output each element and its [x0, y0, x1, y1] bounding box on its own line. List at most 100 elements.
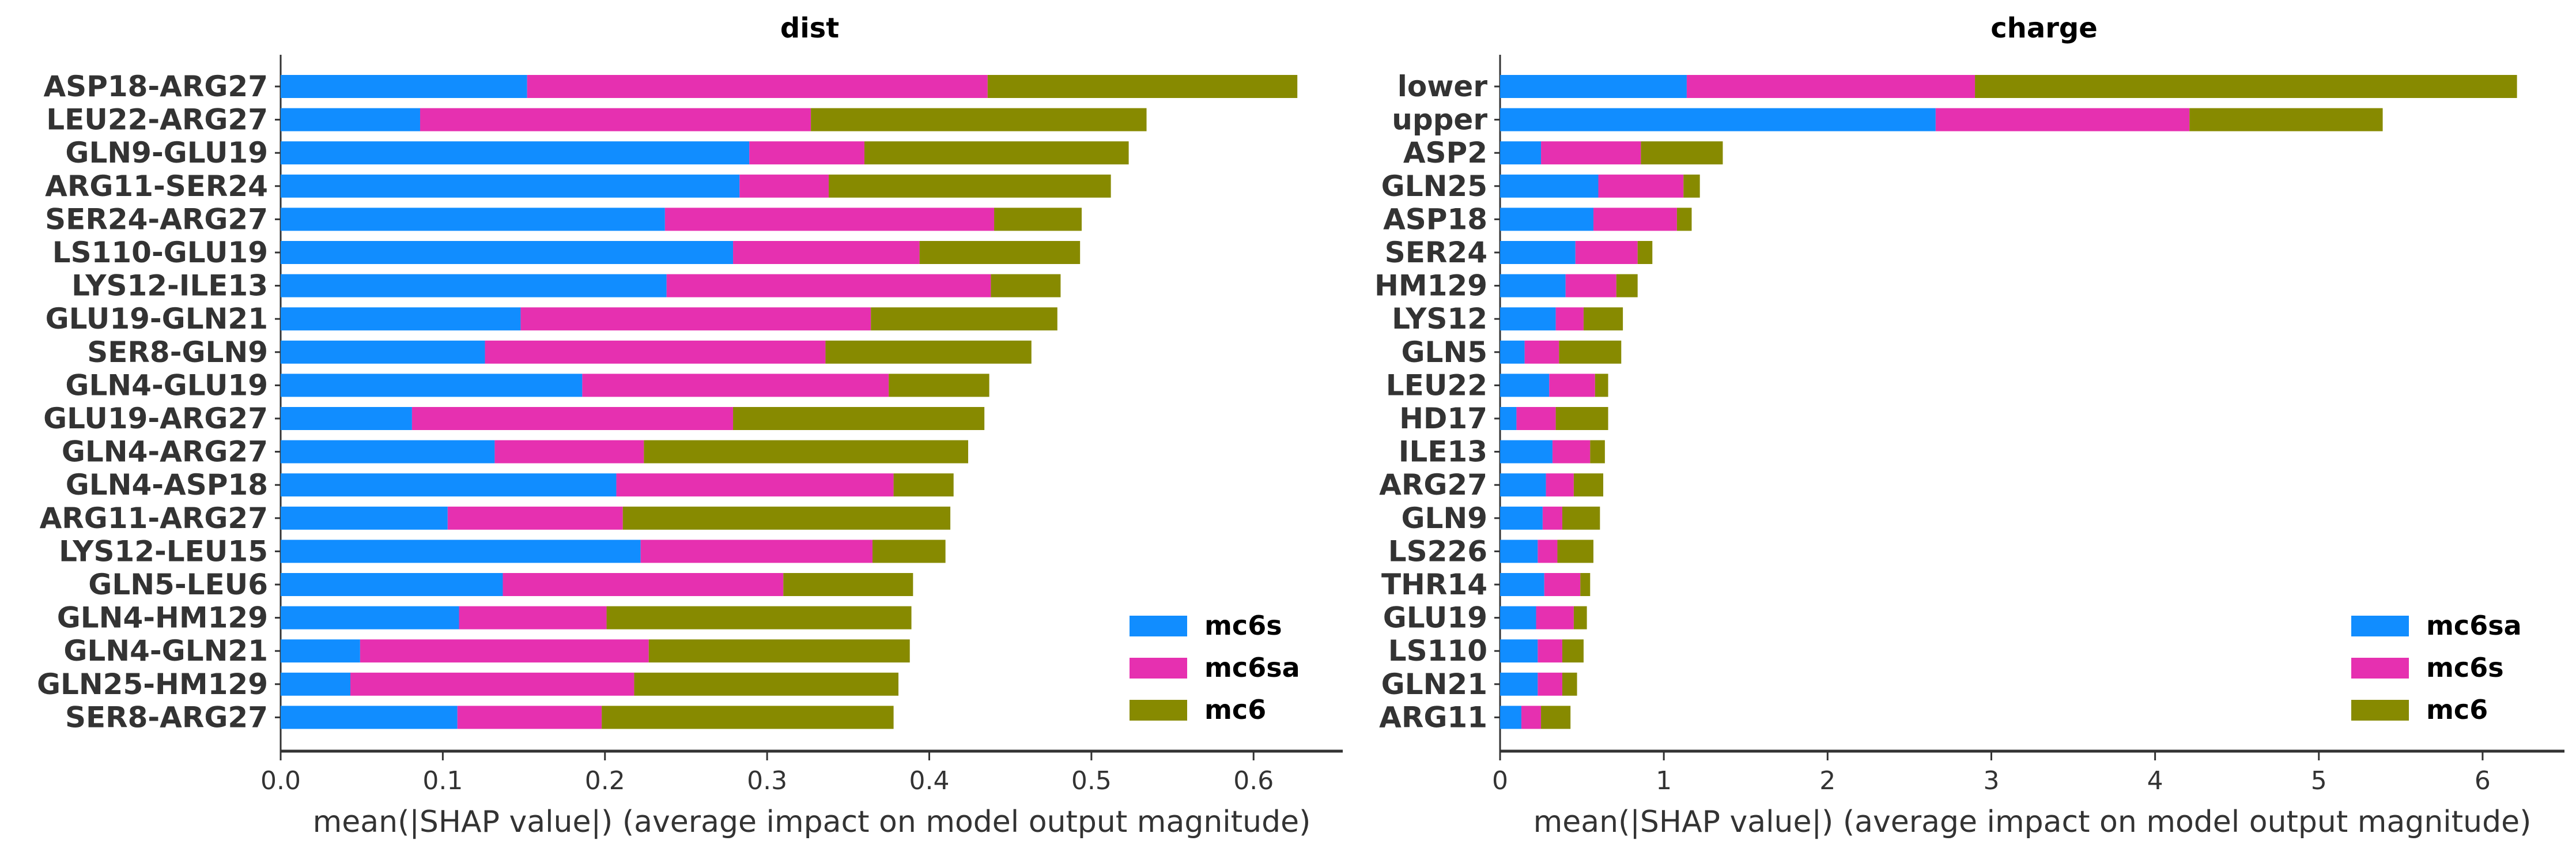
bar-mc6sa-hd17: [1500, 407, 1517, 430]
bar-mc6s-leu22: [1549, 374, 1595, 397]
bar-mc6sa-ls110: [1500, 639, 1538, 663]
category-label: lower: [1397, 70, 1488, 103]
bar-mc6-ls110-glu19: [919, 241, 1081, 264]
x-tick-label: 0: [1492, 766, 1508, 796]
bar-mc6s-ile13: [1552, 440, 1591, 463]
category-label: THR14: [1381, 568, 1487, 601]
bar-mc6-gln4-arg27: [644, 440, 969, 463]
bar-mc6-gln4-glu19: [889, 374, 989, 397]
category-label: GLN5: [1401, 336, 1487, 369]
bar-mc6s-gln5: [1524, 340, 1559, 364]
bar-mc6sa-gln4-hm129: [459, 606, 607, 630]
bar-mc6-hd17: [1555, 407, 1608, 430]
bar-mc6s-glu19: [1536, 606, 1574, 630]
bar-mc6sa-lower: [1500, 75, 1687, 98]
legend-label: mc6: [1204, 694, 1266, 725]
bar-mc6-ls226: [1557, 540, 1593, 563]
bar-mc6-arg11-arg27: [622, 506, 951, 530]
category-label: HD17: [1399, 402, 1487, 435]
bar-mc6-gln25: [1683, 174, 1700, 198]
legend-label: mc6sa: [2426, 610, 2522, 641]
legend-swatch-mc6sa: [2351, 616, 2409, 636]
chart-title: dist: [780, 12, 839, 44]
category-label: GLN25: [1381, 169, 1487, 203]
category-label: ASP2: [1403, 136, 1487, 169]
bar-mc6s-hm129: [1565, 274, 1616, 297]
category-label: LEU22-ARG27: [46, 103, 268, 137]
bar-mc6s-gln21: [1538, 672, 1562, 696]
x-tick-label: 0.0: [260, 766, 301, 796]
category-label: LYS12-LEU15: [59, 534, 268, 568]
category-label: GLU19-GLN21: [46, 302, 268, 336]
bar-mc6sa-arg11-ser24: [739, 174, 829, 198]
bar-mc6sa-hm129: [1500, 274, 1566, 297]
bar-mc6s-glu19-arg27: [281, 407, 412, 430]
bar-mc6sa-ser24: [1500, 241, 1576, 264]
bar-mc6sa-lys12: [1500, 307, 1556, 331]
bar-mc6sa-arg11: [1500, 706, 1521, 729]
dist-panel: dist 0.0 0.1 0.2 0.3 0.4 0.5 0.6 mean(|SHAP valu…: [37, 12, 1343, 839]
x-axis-label: mean(|SHAP value|) (average impact on mo…: [1533, 805, 2532, 839]
bar-mc6s-glu19-gln21: [281, 307, 521, 331]
category-label: SER24-ARG27: [45, 202, 268, 236]
category-label: LS110: [1388, 634, 1487, 668]
category-label: GLN5-LEU6: [88, 568, 268, 601]
bar-mc6sa-leu22: [1500, 374, 1550, 397]
bar-mc6-gln9-glu19: [864, 141, 1129, 165]
bar-mc6s-gln4-hm129: [281, 606, 459, 630]
bar-mc6-asp18: [1676, 208, 1692, 231]
bar-mc6s-gln5-leu6: [281, 573, 503, 596]
bar-mc6s-gln9-glu19: [281, 141, 750, 165]
legend-swatch-mc6sa: [1130, 658, 1187, 679]
bar-mc6sa-glu19-gln21: [520, 307, 871, 331]
bar-mc6sa-arg11-arg27: [447, 506, 623, 530]
bar-mc6sa-upper: [1500, 108, 1936, 131]
bar-mc6sa-gln4-glu19: [582, 374, 889, 397]
bar-mc6s-asp18: [1593, 208, 1677, 231]
bar-mc6s-leu22-arg27: [281, 108, 420, 131]
bar-mc6-asp2: [1641, 141, 1723, 165]
bar-mc6-glu19-gln21: [871, 307, 1057, 331]
bar-mc6sa-gln9-glu19: [749, 141, 864, 165]
x-axis-label: mean(|SHAP value|) (average impact on mo…: [313, 805, 1311, 839]
category-label: GLN4-ARG27: [62, 435, 268, 469]
bar-mc6sa-gln5-leu6: [503, 573, 784, 596]
category-label: LS110-GLU19: [52, 236, 268, 269]
bar-mc6sa-ser8-gln9: [485, 340, 826, 364]
bar-mc6sa-ls110-glu19: [733, 241, 920, 264]
category-label: GLN4-GLN21: [63, 634, 268, 668]
bar-mc6-hm129: [1616, 274, 1638, 297]
category-label: GLN4-GLU19: [65, 368, 268, 402]
bar-mc6s-arg27: [1546, 473, 1574, 497]
bar-mc6s-lower: [1686, 75, 1976, 98]
category-label: GLN9-GLU19: [65, 136, 268, 169]
legend-label: mc6sa: [1204, 652, 1300, 683]
legend-swatch-mc6: [2351, 700, 2409, 721]
bar-mc6-gln4-asp18: [893, 473, 954, 497]
bar-mc6s-ser24-arg27: [281, 208, 665, 231]
bar-mc6sa-gln4-gln21: [360, 639, 649, 663]
category-label: ARG11-SER24: [45, 169, 268, 203]
bar-mc6s-ls226: [1538, 540, 1558, 563]
bar-mc6-glu19: [1573, 606, 1587, 630]
bar-mc6sa-arg27: [1500, 473, 1546, 497]
bar-mc6sa-ile13: [1500, 440, 1553, 463]
bar-mc6s-arg11-arg27: [281, 506, 448, 530]
category-label: ARG11-ARG27: [40, 502, 268, 535]
bar-mc6-gln9: [1562, 506, 1600, 530]
bar-mc6s-arg11-ser24: [281, 174, 740, 198]
bar-mc6-leu22-arg27: [811, 108, 1147, 131]
bar-mc6-arg11-ser24: [829, 174, 1111, 198]
category-label: LYS12: [1392, 302, 1487, 336]
bar-mc6sa-thr14: [1500, 573, 1544, 596]
bar-mc6-ser24-arg27: [994, 208, 1082, 231]
category-label: SER8-GLN9: [87, 336, 268, 369]
category-label: ASP18: [1383, 202, 1487, 236]
bar-mc6s-gln25-hm129: [281, 672, 350, 696]
bar-mc6-ser24: [1637, 241, 1653, 264]
bar-mc6sa-glu19: [1500, 606, 1536, 630]
category-label: SER8-ARG27: [65, 700, 268, 734]
bar-mc6sa-gln21: [1500, 672, 1538, 696]
bar-mc6s-asp18-arg27: [281, 75, 527, 98]
